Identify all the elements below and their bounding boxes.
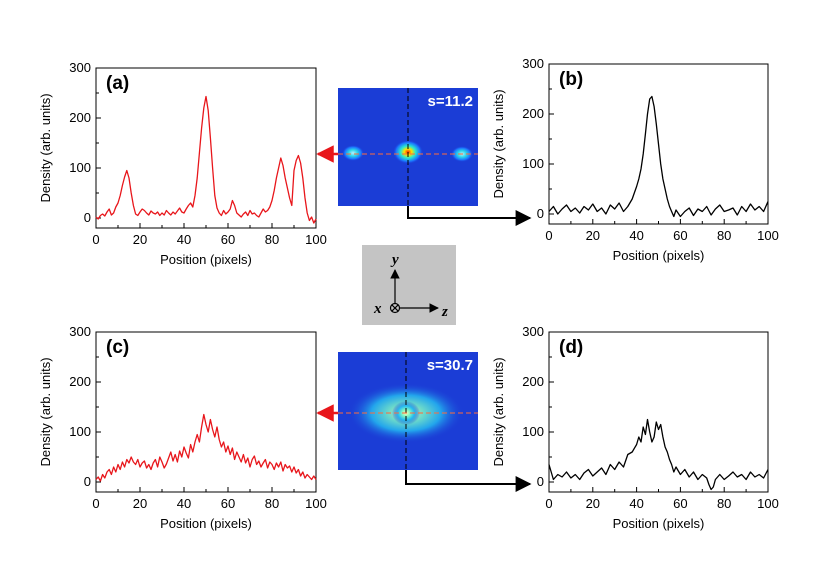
y-tick-label-b-2: 200 [522,106,544,121]
inset-peak-left [342,145,364,161]
inset-label-top: s=11.2 [428,93,473,110]
x-tick-label-b-4: 80 [717,228,731,243]
density-series-a [95,95,317,224]
y-tick-label-c-2: 200 [69,374,91,389]
x-axis-label-b: Position (pixels) [613,248,705,263]
x-tick-label-c-2: 40 [177,496,191,511]
panel-label-a: (a) [106,73,129,94]
x-axis-label-c: Position (pixels) [160,516,252,531]
panel-d: 0 20 40 60 80 100 0 100 200 300 Position (pixels) D… [491,324,779,531]
panel-label-d: (d) [559,337,583,358]
coordinate-system: y x z [362,245,456,325]
y-axis-label-d: Density (arb. units) [491,357,506,466]
y-axis-label-a: Density (arb. units) [38,93,53,202]
y-tick-label-a-3: 300 [69,60,91,75]
x-tick-label-b-5: 100 [757,228,779,243]
x-tick-label-a-3: 60 [221,232,235,247]
inset-image-bottom: s=30.7 [338,352,478,470]
x-axis-cross-b [391,304,399,312]
x-tick-label-d-1: 20 [586,496,600,511]
y-tick-label-d-1: 100 [522,424,544,439]
panel-label-b: (b) [559,69,583,90]
density-series-c [95,413,317,482]
x-tick-label-b-2: 40 [629,228,643,243]
x-tick-label-d-0: 0 [545,496,552,511]
y-tick-label-d-3: 300 [522,324,544,339]
x-tick-label-a-4: 80 [265,232,279,247]
x-tick-label-a-1: 20 [133,232,147,247]
coordinate-box [362,245,456,325]
x-tick-label-c-1: 20 [133,496,147,511]
y-tick-label-a-2: 200 [69,110,91,125]
y-tick-label-b-0: 0 [537,206,544,221]
y-tick-label-c-3: 300 [69,324,91,339]
y-tick-label-d-0: 0 [537,474,544,489]
panel-a: 0 20 40 60 80 100 0 100 200 300 Position (pixels) D… [38,60,327,267]
y-axis-label-c: Density (arb. units) [38,357,53,466]
y-tick-label-c-0: 0 [84,474,91,489]
inset-label-bottom: s=30.7 [427,357,473,374]
y-tick-label-c-1: 100 [69,424,91,439]
y-tick-label-b-3: 300 [522,56,544,71]
black-arrow-top [407,206,532,226]
x-axis-label-a: Position (pixels) [160,252,252,267]
y-tick-label-d-2: 200 [522,374,544,389]
density-series-d [548,418,769,491]
y-tick-label-a-1: 100 [69,160,91,175]
x-tick-label-a-0: 0 [92,232,99,247]
x-tick-label-d-3: 60 [673,496,687,511]
y-tick-label-b-1: 100 [522,156,544,171]
y-tick-label-a-0: 0 [84,210,91,225]
x-tick-label-d-5: 100 [757,496,779,511]
x-tick-label-c-3: 60 [221,496,235,511]
coord-label-y: y [390,252,399,268]
x-tick-label-c-5: 100 [305,496,327,511]
inset-image-top: s=11.2 [338,88,478,206]
x-tick-label-a-5: 100 [305,232,327,247]
panel-label-c: (c) [106,337,129,358]
x-tick-label-d-2: 40 [629,496,643,511]
panel-b: 0 20 40 60 80 100 0 100 200 300 Position (pixels) D… [491,56,779,263]
x-tick-label-a-2: 40 [177,232,191,247]
x-tick-label-b-0: 0 [545,228,552,243]
coord-label-x: x [373,301,382,317]
y-axis-label-b: Density (arb. units) [491,89,506,198]
x-tick-label-c-0: 0 [92,496,99,511]
x-tick-label-b-1: 20 [586,228,600,243]
x-tick-label-d-4: 80 [717,496,731,511]
x-tick-label-c-4: 80 [265,496,279,511]
black-arrow-bottom [405,470,532,492]
panel-c: 0 20 40 60 80 100 0 100 200 300 Position (pixels) D… [38,324,327,531]
x-tick-label-b-3: 60 [673,228,687,243]
x-axis-label-d: Position (pixels) [613,516,705,531]
coord-label-z: z [441,304,448,320]
density-series-b [548,95,769,218]
